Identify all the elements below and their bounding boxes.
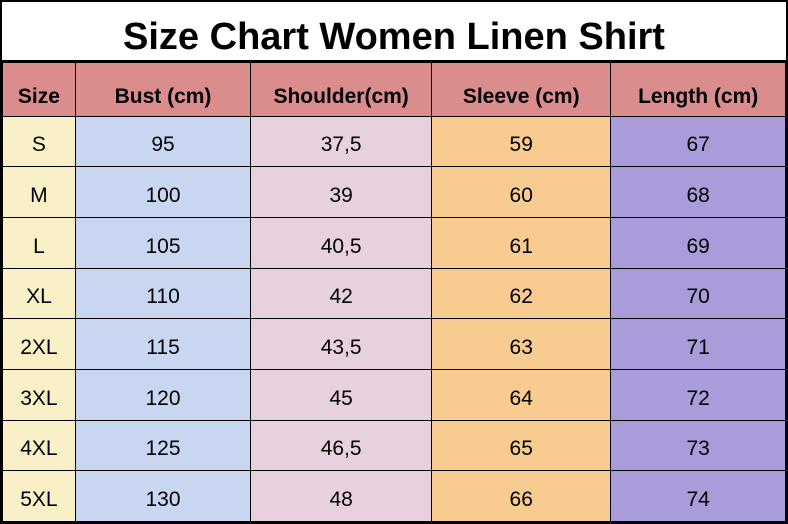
header-size: Size (2, 61, 76, 117)
size-cell: L (2, 217, 76, 269)
shoulder-cell: 37,5 (250, 115, 433, 168)
table-row: XL 110 42 62 70 (2, 267, 786, 320)
size-cell: S (2, 115, 76, 168)
sleeve-cell: 63 (431, 318, 612, 370)
header-length: Length (cm) (610, 61, 786, 117)
sleeve-cell: 61 (431, 217, 612, 269)
shoulder-cell: 40,5 (250, 217, 433, 269)
table-row: 4XL 125 46,5 65 73 (2, 419, 786, 472)
shoulder-cell: 43,5 (250, 318, 433, 370)
size-cell: 4XL (2, 419, 76, 472)
length-cell: 71 (610, 318, 786, 370)
sleeve-cell: 60 (431, 166, 612, 219)
bust-cell: 125 (74, 419, 252, 472)
size-cell: 3XL (2, 369, 76, 421)
sleeve-cell: 65 (431, 419, 612, 472)
bust-cell: 120 (74, 369, 252, 421)
shoulder-cell: 48 (250, 470, 433, 522)
sleeve-cell: 64 (431, 369, 612, 421)
size-cell: 2XL (2, 318, 76, 370)
table-row: 2XL 115 43,5 63 71 (2, 318, 786, 370)
table-row: S 95 37,5 59 67 (2, 115, 786, 168)
page-title: Size Chart Women Linen Shirt (123, 15, 665, 58)
bust-cell: 110 (74, 267, 252, 320)
table-row: 3XL 120 45 64 72 (2, 369, 786, 421)
bust-cell: 130 (74, 470, 252, 522)
bust-cell: 100 (74, 166, 252, 219)
size-cell: M (2, 166, 76, 219)
length-cell: 72 (610, 369, 786, 421)
length-cell: 70 (610, 267, 786, 320)
bust-cell: 105 (74, 217, 252, 269)
length-cell: 69 (610, 217, 786, 269)
size-cell: XL (2, 267, 76, 320)
bust-cell: 95 (74, 115, 252, 168)
bust-cell: 115 (74, 318, 252, 370)
shoulder-cell: 45 (250, 369, 433, 421)
header-shoulder: Shoulder(cm) (250, 61, 433, 117)
table-header-row: Size Bust (cm) Shoulder(cm) Sleeve (cm) … (2, 61, 786, 117)
table-row: 5XL 130 48 66 74 (2, 470, 786, 522)
table-row: L 105 40,5 61 69 (2, 217, 786, 269)
size-cell: 5XL (2, 470, 76, 522)
table-row: M 100 39 60 68 (2, 166, 786, 219)
length-cell: 67 (610, 115, 786, 168)
sleeve-cell: 66 (431, 470, 612, 522)
header-bust: Bust (cm) (74, 61, 252, 117)
shoulder-cell: 39 (250, 166, 433, 219)
chart-title-row: Size Chart Women Linen Shirt (2, 2, 786, 62)
shoulder-cell: 46,5 (250, 419, 433, 472)
length-cell: 73 (610, 419, 786, 472)
sleeve-cell: 62 (431, 267, 612, 320)
length-cell: 74 (610, 470, 786, 522)
length-cell: 68 (610, 166, 786, 219)
shoulder-cell: 42 (250, 267, 433, 320)
header-sleeve: Sleeve (cm) (431, 61, 612, 117)
sleeve-cell: 59 (431, 115, 612, 168)
size-table: Size Bust (cm) Shoulder(cm) Sleeve (cm) … (2, 61, 786, 522)
